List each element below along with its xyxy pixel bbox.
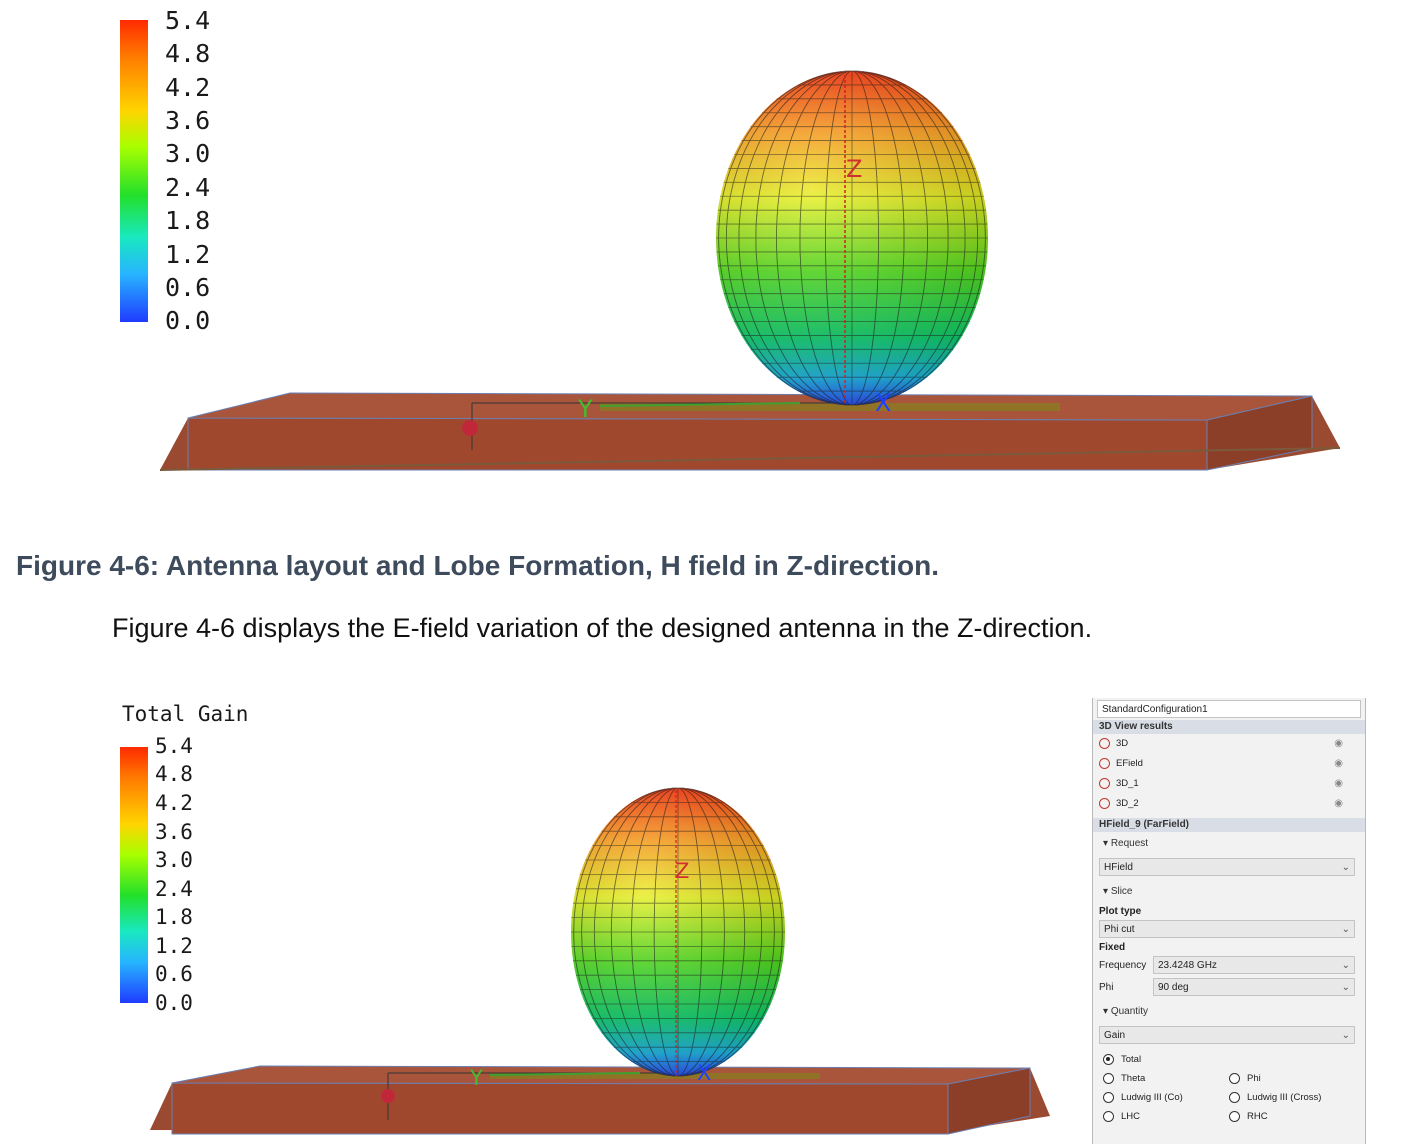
legend-tick: 3.0 — [155, 848, 193, 872]
radiation-lobe — [599, 70, 988, 407]
request-section[interactable]: ▾ Request — [1103, 838, 1149, 849]
radiation-lobe — [489, 787, 785, 1077]
legend-tick: 4.2 — [155, 791, 193, 815]
phi-label: Phi — [1099, 982, 1114, 993]
antenna-3d-view-1[interactable]: Z Y X — [0, 0, 1416, 500]
eye-icon[interactable]: ◉ — [1334, 738, 1343, 749]
chevron-down-icon: ⌄ — [1341, 960, 1350, 971]
option-ludwig-co[interactable]: Ludwig III (Co) — [1093, 1092, 1365, 1103]
collapse-triangle-icon: ▾ — [1103, 1006, 1111, 1017]
option-theta[interactable]: Theta — [1093, 1073, 1365, 1084]
legend-tick: 3.6 — [165, 106, 211, 135]
y-axis-label: Y — [577, 395, 593, 423]
eye-icon[interactable]: ◉ — [1334, 778, 1343, 789]
option-ludwig-cross[interactable]: Ludwig III (Cross) — [1229, 1092, 1365, 1103]
quantity-section[interactable]: ▾ Quantity — [1103, 1006, 1149, 1017]
chevron-down-icon: ⌄ — [1341, 862, 1350, 873]
option-phi[interactable]: Phi — [1229, 1073, 1365, 1084]
frequency-dropdown[interactable]: 23.4248 GHz ⌄ — [1153, 956, 1355, 974]
radio-icon[interactable] — [1229, 1111, 1240, 1122]
quantity-dropdown[interactable]: Gain ⌄ — [1099, 1026, 1355, 1044]
body-paragraph: Figure 4-6 displays the E-field variatio… — [112, 613, 1093, 643]
selected-result-header: HField_9 (FarField) — [1093, 818, 1365, 832]
configuration-field[interactable]: StandardConfiguration1 — [1097, 700, 1361, 718]
legend-tick: 2.4 — [165, 173, 211, 202]
legend-tick: 0.6 — [155, 962, 193, 986]
legend-tick: 1.2 — [165, 240, 211, 269]
result-item-3d-1[interactable]: 3D_1 ◉ — [1093, 778, 1365, 789]
z-axis-label: Z — [846, 155, 862, 183]
radio-icon[interactable] — [1103, 1073, 1114, 1084]
legend-tick: 1.8 — [155, 905, 193, 929]
results-settings-panel: StandardConfiguration1 3D View results 3… — [1092, 698, 1366, 1144]
radio-icon[interactable] — [1229, 1092, 1240, 1103]
legend-tick: 4.8 — [165, 39, 211, 68]
frequency-label: Frequency — [1099, 960, 1147, 971]
farfield-icon — [1099, 738, 1110, 749]
eye-icon[interactable]: ◉ — [1334, 798, 1343, 809]
result-item-3d[interactable]: 3D ◉ — [1093, 738, 1365, 749]
legend-tick: 4.2 — [165, 73, 211, 102]
fixed-label: Fixed — [1099, 942, 1126, 953]
farfield-icon — [1099, 798, 1110, 809]
slice-section[interactable]: ▾ Slice — [1103, 886, 1133, 897]
option-lhc[interactable]: LHC — [1093, 1111, 1365, 1122]
y-axis-label: Y — [469, 1066, 483, 1090]
legend-tick: 3.0 — [165, 139, 211, 168]
legend-tick: 2.4 — [155, 877, 193, 901]
legend-tick: 3.6 — [155, 820, 193, 844]
result-item-efield[interactable]: EField ◉ — [1093, 758, 1365, 769]
z-axis-label: Z — [675, 859, 689, 883]
result-item-3d-2[interactable]: 3D_2 ◉ — [1093, 798, 1365, 809]
antenna-3d-view-2[interactable]: Z Y X — [0, 760, 1090, 1144]
collapse-triangle-icon: ▾ — [1103, 838, 1111, 849]
legend-tick: 0.6 — [165, 273, 211, 302]
legend-tick: 1.2 — [155, 934, 193, 958]
option-total[interactable]: Total — [1093, 1054, 1365, 1065]
legend-colorbar — [120, 747, 148, 1003]
eye-icon[interactable]: ◉ — [1334, 758, 1343, 769]
radio-icon[interactable] — [1103, 1092, 1114, 1103]
farfield-icon — [1099, 778, 1110, 789]
chevron-down-icon: ⌄ — [1341, 924, 1350, 935]
legend-tick: 1.8 — [165, 206, 211, 235]
pcb-substrate — [150, 1065, 1050, 1135]
plot-type-label: Plot type — [1099, 906, 1142, 917]
legend-tick: 5.4 — [155, 734, 193, 758]
legend-tick: 0.0 — [165, 306, 211, 335]
radio-icon[interactable] — [1103, 1111, 1114, 1122]
farfield-icon — [1099, 758, 1110, 769]
legend-colorbar — [120, 20, 148, 322]
radio-selected-icon[interactable] — [1103, 1054, 1114, 1065]
figure-caption: Figure 4-6: Antenna layout and Lobe Form… — [16, 550, 939, 581]
legend-tick: 5.4 — [165, 6, 211, 35]
chevron-down-icon: ⌄ — [1341, 1030, 1350, 1041]
plot-type-dropdown[interactable]: Phi cut ⌄ — [1099, 920, 1355, 938]
request-dropdown[interactable]: HField ⌄ — [1099, 858, 1355, 876]
legend-title: Total Gain — [122, 702, 249, 726]
option-rhc[interactable]: RHC — [1229, 1111, 1365, 1122]
collapse-triangle-icon: ▾ — [1103, 886, 1111, 897]
x-axis-label: X — [697, 1061, 711, 1085]
pcb-substrate — [159, 392, 1341, 471]
x-axis-label: X — [875, 389, 891, 417]
section-3d-view-results: 3D View results — [1093, 720, 1365, 734]
radio-icon[interactable] — [1229, 1073, 1240, 1084]
phi-dropdown[interactable]: 90 deg ⌄ — [1153, 978, 1355, 996]
chevron-down-icon: ⌄ — [1341, 982, 1350, 993]
legend-tick: 4.8 — [155, 762, 193, 786]
legend-tick: 0.0 — [155, 991, 193, 1015]
